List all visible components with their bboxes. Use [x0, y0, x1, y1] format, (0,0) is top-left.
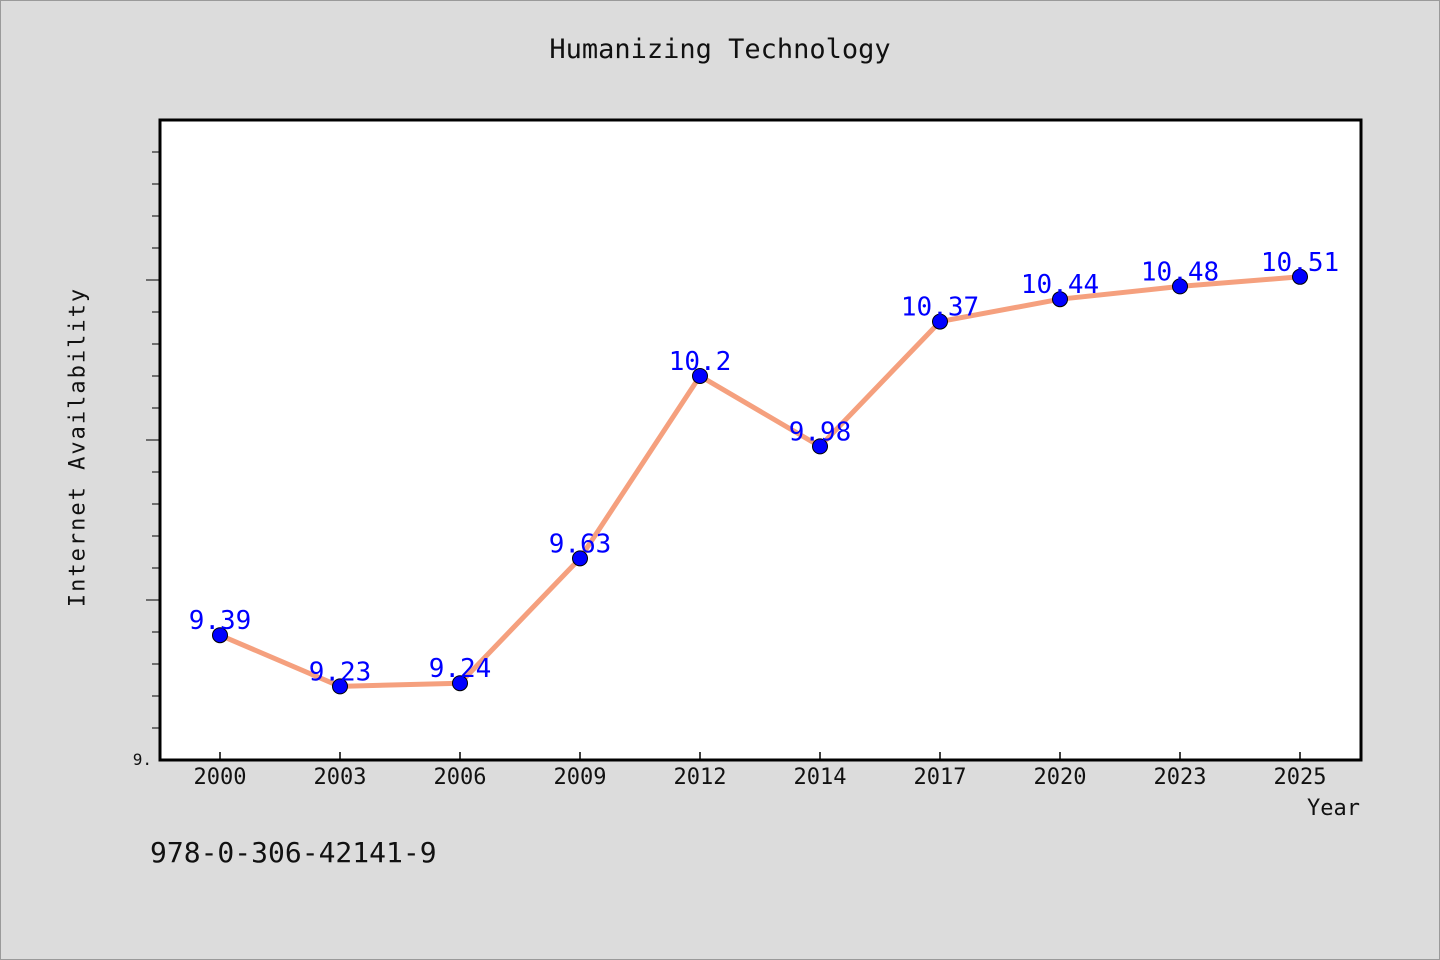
- isbn-text: 978-0-306-42141-9: [150, 836, 437, 869]
- data-label: 9.98: [789, 417, 852, 447]
- data-point: [452, 675, 468, 692]
- data-point: [332, 678, 348, 695]
- series-line: [217, 274, 1303, 689]
- data-point: [1292, 268, 1308, 285]
- plot-area: [158, 118, 1363, 762]
- data-point: [812, 438, 828, 455]
- x-tick-label: 2025: [1274, 765, 1327, 790]
- y-tick-label: 9.: [133, 750, 152, 769]
- data-label: 10.48: [1141, 257, 1219, 287]
- x-tick-label: 2012: [674, 765, 727, 790]
- data-label: 10.37: [901, 293, 979, 323]
- data-point: [572, 550, 588, 567]
- x-tick-label: 2017: [914, 765, 967, 790]
- x-axis-label: Year: [1307, 796, 1360, 821]
- x-tick-label: 2020: [1034, 765, 1087, 790]
- data-point: [932, 313, 948, 330]
- data-label: 10.51: [1261, 248, 1339, 278]
- data-point: [1172, 278, 1188, 295]
- data-point: [212, 627, 228, 644]
- x-tick-label: 2000: [194, 765, 247, 790]
- x-tick-label: 2009: [554, 765, 607, 790]
- x-tick-label: 2014: [794, 765, 847, 790]
- x-tick-label: 2023: [1154, 765, 1207, 790]
- chart-title: Humanizing Technology: [549, 34, 891, 65]
- x-tick-label: 2003: [314, 765, 367, 790]
- data-label: 9.23: [309, 657, 372, 687]
- data-label: 10.2: [669, 347, 732, 377]
- x-tick-label: 2006: [434, 765, 487, 790]
- data-label: 9.24: [429, 654, 492, 684]
- data-point: [1052, 291, 1068, 308]
- data-label: 10.44: [1021, 270, 1099, 300]
- data-label: 9.39: [189, 606, 252, 636]
- data-point: [692, 368, 708, 384]
- data-label: 9.63: [549, 529, 612, 559]
